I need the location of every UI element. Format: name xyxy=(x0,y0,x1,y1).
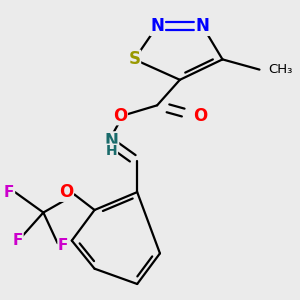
Text: CH₃: CH₃ xyxy=(268,63,292,76)
Text: F: F xyxy=(4,184,14,200)
Text: N: N xyxy=(196,17,209,35)
Text: O: O xyxy=(59,183,73,201)
Text: O: O xyxy=(113,106,127,124)
Text: S: S xyxy=(128,50,140,68)
Text: F: F xyxy=(58,238,68,253)
Text: F: F xyxy=(13,233,23,248)
Text: O: O xyxy=(193,106,207,124)
Text: H: H xyxy=(106,144,117,158)
Text: N: N xyxy=(105,132,118,150)
Text: N: N xyxy=(150,17,164,35)
